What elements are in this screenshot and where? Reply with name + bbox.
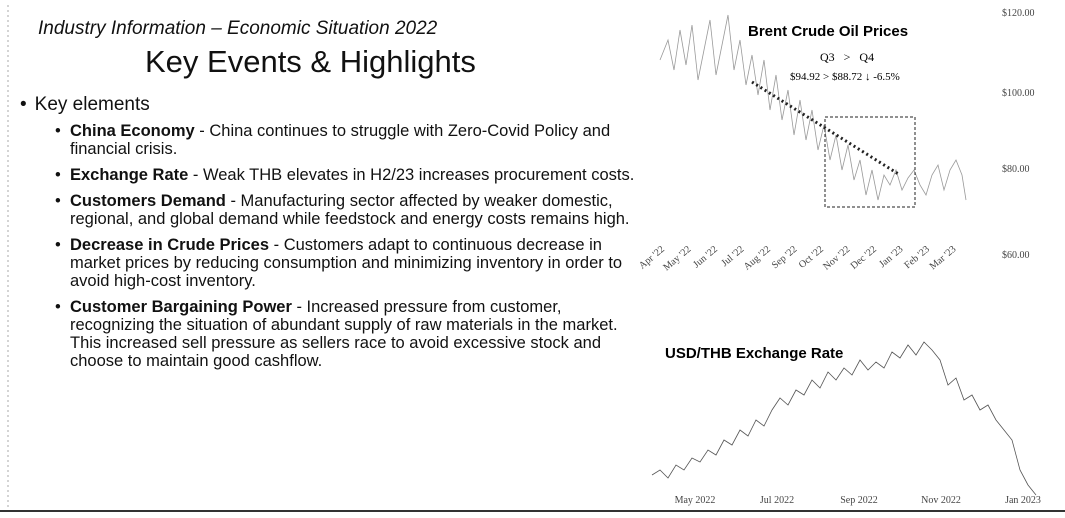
bullet-item: Customers Demand - Manufacturing sector … <box>55 192 645 228</box>
comparison: Q3 > Q4 <box>820 50 874 64</box>
oil-line <box>659 14 967 201</box>
item-label: China Economy <box>70 122 195 140</box>
item-text: - Customers adapt to continuous decrease… <box>70 236 623 290</box>
heading: Key elements <box>20 94 150 116</box>
x-label: Nov 2022 <box>921 495 961 506</box>
x-label: Sep '22 <box>770 244 800 271</box>
item-text: - Increased pressure from customer, reco… <box>70 298 618 370</box>
x-label: Mar '23 <box>928 244 959 272</box>
bullet-item: China Economy - China continues to strug… <box>55 122 645 158</box>
x-label: Jun '22 <box>691 244 720 271</box>
item-label: Customer Bargaining Power <box>70 298 292 316</box>
bullet-item: Customer Bargaining Power - Increased pr… <box>55 298 645 370</box>
x-label: May '22 <box>661 244 693 273</box>
x-label: Jan '23 <box>877 244 905 270</box>
x-label: Oct '22 <box>797 244 826 271</box>
item-text: - Weak THB elevates in H2/23 increases p… <box>192 166 635 184</box>
chart-title: USD/THB Exchange Rate <box>665 345 843 362</box>
x-label: Aug '22 <box>742 244 773 273</box>
y-label: $80.00 <box>1002 164 1030 175</box>
detail: $94.92 > $88.72 ↓ -6.5% <box>790 71 900 83</box>
x-label: Jul 2022 <box>760 495 794 506</box>
x-label: Sep 2022 <box>840 495 878 506</box>
y-label: $60.00 <box>1002 250 1030 261</box>
chart-title: Brent Crude Oil Prices <box>748 23 908 40</box>
title: Key Events & Highlights <box>145 44 476 79</box>
x-label: Jan 2023 <box>1005 495 1041 506</box>
x-label: Nov '22 <box>821 244 852 273</box>
highlight-box <box>824 116 916 208</box>
y-label: $100.00 <box>1002 88 1035 99</box>
item-text: - China continues to struggle with Zero-… <box>70 122 611 158</box>
x-label: May 2022 <box>675 495 716 506</box>
item-label: Exchange Rate <box>70 166 189 184</box>
bullet-item: Exchange Rate - Weak THB elevates in H2/… <box>55 166 645 184</box>
x-label: Feb '23 <box>902 244 932 271</box>
bullet-list: China Economy - China continues to strug… <box>55 122 645 378</box>
x-label: Dec '22 <box>849 244 879 272</box>
fx-line <box>651 341 1037 496</box>
item-text: - Manufacturing sector affected by weake… <box>70 192 630 228</box>
item-label: Customers Demand <box>70 192 226 210</box>
item-label: Decrease in Crude Prices <box>70 236 270 254</box>
bullet-item: Decrease in Crude Prices - Customers ada… <box>55 236 645 290</box>
trend <box>751 80 901 177</box>
subtitle: Industry Information – Economic Situatio… <box>38 18 438 39</box>
y-label: $120.00 <box>1002 8 1035 19</box>
